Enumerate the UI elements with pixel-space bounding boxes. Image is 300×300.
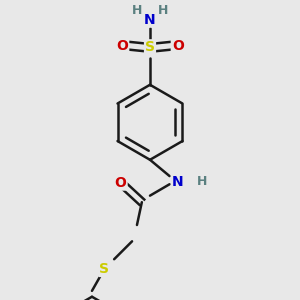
Text: H: H <box>158 4 168 17</box>
Text: N: N <box>172 175 184 189</box>
Text: H: H <box>197 175 207 188</box>
Text: N: N <box>144 13 156 27</box>
Text: H: H <box>132 4 142 17</box>
Text: O: O <box>116 39 128 53</box>
Text: S: S <box>145 40 155 54</box>
Text: O: O <box>172 39 184 53</box>
Text: S: S <box>99 262 109 276</box>
Text: O: O <box>115 176 127 190</box>
